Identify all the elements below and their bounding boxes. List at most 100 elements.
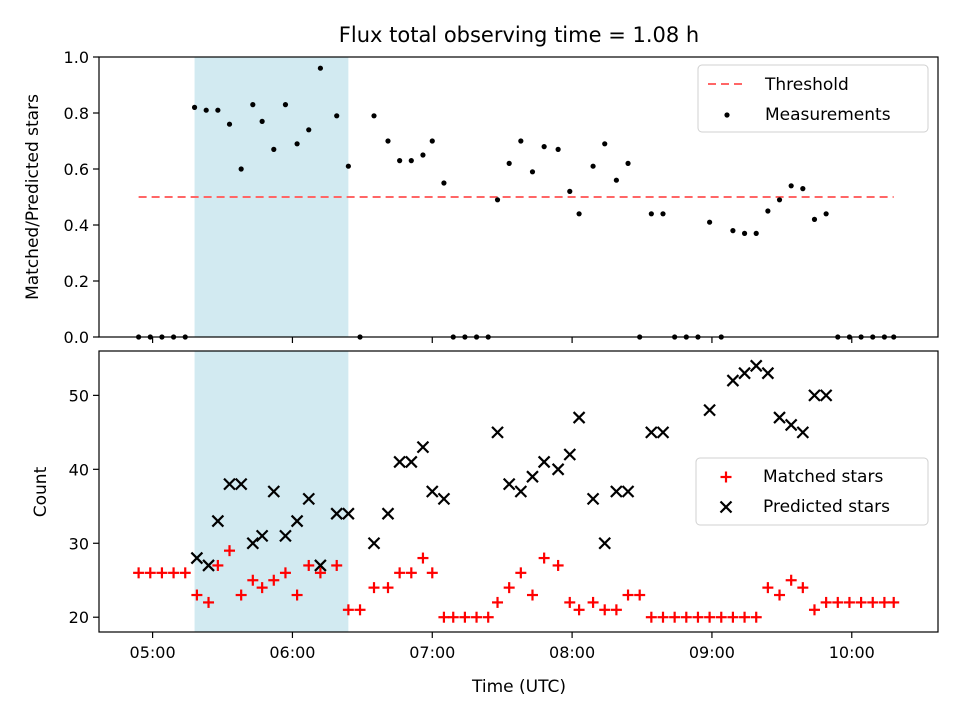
predicted-star-point bbox=[223, 477, 236, 491]
predicted-star-point bbox=[537, 455, 551, 469]
bottom-legend: Matched stars Predicted stars bbox=[695, 457, 929, 526]
predicted-star-point bbox=[491, 426, 504, 439]
matched-star-point bbox=[727, 611, 739, 623]
matched-star-point bbox=[503, 582, 515, 594]
matched-star-point bbox=[247, 574, 259, 586]
predicted-star-point bbox=[211, 514, 225, 528]
matched-star-point bbox=[657, 611, 669, 623]
measurement-point bbox=[317, 65, 324, 71]
matched-star-point bbox=[133, 567, 145, 579]
predicted-star-point bbox=[784, 418, 798, 432]
matched-star-point bbox=[191, 589, 203, 601]
predicted-star-point bbox=[342, 507, 355, 520]
matched-star-point bbox=[888, 596, 900, 608]
matched-star-point bbox=[843, 596, 855, 608]
predicted-star-point bbox=[190, 551, 204, 565]
matched-star-point bbox=[762, 582, 774, 594]
measurement-point bbox=[250, 102, 256, 108]
matched-star-point bbox=[235, 589, 247, 601]
matched-star-point bbox=[438, 611, 450, 623]
predicted-star-point bbox=[330, 507, 343, 520]
predicted-star-point bbox=[621, 485, 635, 498]
predicted-star-point bbox=[703, 403, 716, 417]
predicted-star-point bbox=[819, 389, 833, 402]
matched-star-point bbox=[224, 545, 236, 557]
measurement-point bbox=[707, 219, 713, 225]
matched-star-point bbox=[774, 589, 786, 601]
matched-star-point bbox=[179, 567, 191, 579]
predicted-star-point bbox=[563, 448, 577, 461]
matched-star-point bbox=[405, 567, 417, 579]
matched-star-point bbox=[417, 552, 429, 564]
matched-star-point bbox=[492, 596, 504, 608]
matched-star-point bbox=[268, 574, 280, 586]
measurement-point bbox=[613, 177, 619, 183]
matched-star-point bbox=[471, 611, 483, 623]
predicted-star-point bbox=[393, 455, 406, 469]
predicted-star-point bbox=[234, 477, 248, 491]
matched-star-point bbox=[573, 604, 585, 616]
measurement-point bbox=[567, 188, 573, 194]
predicted-star-point bbox=[255, 529, 269, 543]
matched-star-point bbox=[832, 596, 844, 608]
measurement-point bbox=[191, 104, 198, 110]
predicted-star-point bbox=[645, 426, 658, 439]
measurement-point bbox=[226, 121, 233, 127]
measurement-point bbox=[800, 186, 806, 192]
matched-star-point bbox=[144, 567, 156, 579]
predicted-star-point bbox=[610, 485, 623, 498]
matched-star-point bbox=[680, 611, 692, 623]
measurement-point bbox=[408, 158, 414, 164]
legend-predicted-label: Predicted stars bbox=[763, 497, 890, 517]
matched-star-point bbox=[203, 596, 215, 608]
measurement-point bbox=[215, 107, 221, 113]
matched-star-point bbox=[331, 559, 343, 571]
top-y-tick-label: 0.0 bbox=[64, 328, 89, 347]
matched-star-point bbox=[212, 559, 224, 571]
measurement-point bbox=[306, 127, 312, 133]
predicted-star-point bbox=[416, 440, 430, 454]
bottom-y-axis-label: Count bbox=[31, 466, 51, 517]
measurement-point bbox=[823, 211, 829, 217]
measurement-point bbox=[541, 144, 547, 150]
bottom-y-tick-label: 30 bbox=[69, 534, 89, 553]
measurement-point bbox=[203, 107, 209, 113]
x-tick-label: 07:00 bbox=[409, 643, 455, 662]
predicted-star-point bbox=[290, 514, 304, 528]
matched-star-point bbox=[538, 552, 550, 564]
matched-star-point bbox=[867, 596, 879, 608]
matched-star-point bbox=[482, 611, 494, 623]
legend-matched-swatch bbox=[720, 471, 732, 483]
legend-measurement-swatch bbox=[724, 112, 730, 118]
measurement-point bbox=[776, 197, 783, 203]
top-y-tick-label: 0.4 bbox=[64, 216, 89, 235]
predicted-star-point bbox=[246, 536, 260, 550]
predicted-star-point bbox=[598, 536, 612, 550]
predicted-star-point bbox=[749, 359, 763, 373]
measurement-point bbox=[555, 146, 561, 152]
matched-star-point bbox=[303, 559, 315, 571]
matched-star-point bbox=[645, 611, 657, 623]
matched-star-point bbox=[564, 596, 576, 608]
measurement-point bbox=[506, 160, 512, 166]
measurement-point bbox=[660, 211, 666, 217]
matched-star-point bbox=[459, 611, 471, 623]
matched-star-point bbox=[552, 559, 564, 571]
predicted-star-point bbox=[586, 492, 600, 506]
bottom-observing-window bbox=[194, 351, 349, 632]
predicted-star-point bbox=[656, 426, 670, 439]
matched-star-point bbox=[526, 589, 538, 601]
predicted-star-point bbox=[314, 559, 327, 572]
measurement-point bbox=[590, 163, 596, 169]
matched-star-point bbox=[587, 596, 599, 608]
x-tick-label: 09:00 bbox=[689, 643, 735, 662]
measurement-point bbox=[259, 118, 265, 124]
predicted-star-point bbox=[302, 492, 316, 506]
measurement-point bbox=[294, 141, 300, 147]
matched-star-point bbox=[855, 596, 867, 608]
matched-star-point bbox=[426, 567, 438, 579]
matched-star-point bbox=[394, 567, 406, 579]
matched-star-point bbox=[354, 604, 366, 616]
bottom-y-tick-label: 50 bbox=[69, 386, 89, 405]
